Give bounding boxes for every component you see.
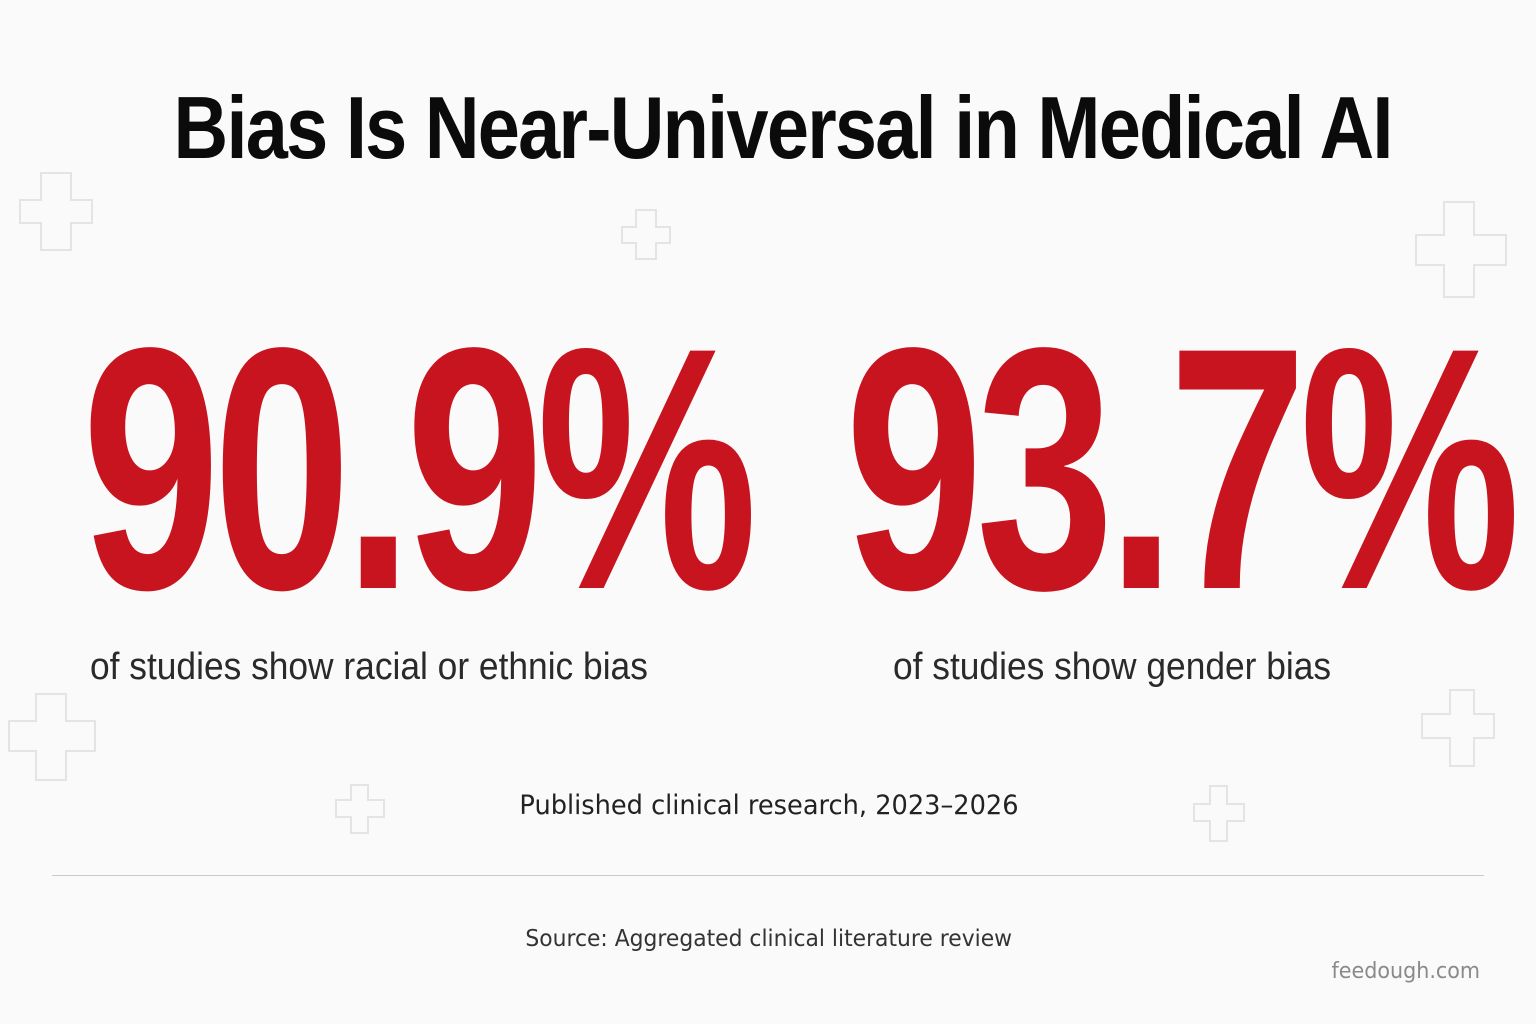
published-note: Published clinical research, 2023–2026 [519, 790, 1019, 821]
source-note: Source: Aggregated clinical literature r… [525, 926, 1013, 952]
medical-cross-icon [19, 172, 93, 251]
watermark: feedough.com [1331, 959, 1480, 984]
medical-cross-icon [621, 209, 671, 260]
medical-cross-icon [8, 693, 96, 781]
page-title: Bias Is Near-Universal in Medical AI [173, 78, 1394, 177]
stat-racial-ethnic-bias-caption: of studies show racial or ethnic bias [90, 646, 648, 688]
stat-racial-ethnic-bias-value: 90.9% [82, 277, 758, 662]
stat-gender-bias-caption: of studies show gender bias [893, 646, 1332, 688]
divider [52, 875, 1484, 876]
stat-gender-bias-value: 93.7% [845, 277, 1521, 662]
medical-cross-icon [1421, 689, 1495, 767]
